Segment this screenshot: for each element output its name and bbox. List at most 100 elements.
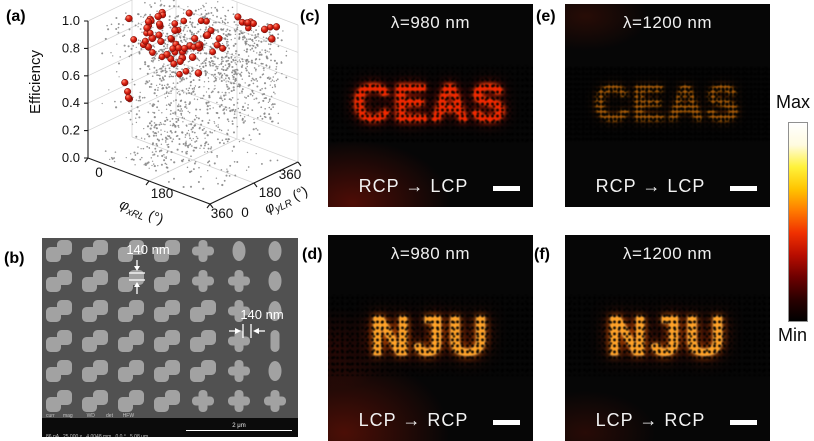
- nanostructure-x: [228, 360, 250, 382]
- panel-label-c: (c): [300, 8, 320, 25]
- nanostructure-s: [46, 330, 72, 352]
- nanostructure-s: [118, 360, 144, 382]
- nanostructure-s: [82, 240, 108, 262]
- hologram-word: CEAS: [565, 66, 770, 141]
- x-axis-title: φxRL (°): [116, 196, 166, 230]
- nanostructure-o: [268, 271, 282, 291]
- nanostructure-s: [46, 300, 72, 322]
- colorbar-min-label: Min: [778, 325, 808, 345]
- sem-annotation-1: 140 nm: [126, 242, 170, 294]
- svg-text:0: 0: [95, 165, 103, 180]
- sem-info-bar: curr mag WD det HFW 86 pA 25 000 x 4.004…: [42, 413, 298, 437]
- colorbar-max-label: Max: [776, 92, 811, 112]
- hologram-panel-d: λ=980 nm NJU LCP → RCP: [328, 235, 533, 441]
- sem-metadata: curr mag WD det HFW 86 pA 25 000 x 4.004…: [46, 413, 149, 437]
- arrow-down-icon: [134, 266, 140, 271]
- wavelength-label: λ=980 nm: [390, 13, 471, 32]
- sem-scale-bar: 2 μm: [186, 423, 292, 431]
- nanostructure-s: [46, 270, 72, 292]
- nanostructure-x: [192, 270, 214, 292]
- nanostructure-s: [154, 270, 180, 292]
- nanostructure-s: [82, 330, 108, 352]
- wavelength-label: λ=1200 nm: [622, 13, 713, 32]
- nanostructure-o: [232, 241, 246, 261]
- nanostructure-x: [264, 390, 286, 412]
- svg-text:0.6: 0.6: [62, 68, 80, 83]
- svg-text:0.8: 0.8: [62, 40, 80, 55]
- scale-bar: [730, 420, 757, 425]
- nanostructure-s: [190, 330, 216, 352]
- nanostructure-i: [270, 330, 280, 352]
- nanostructure-s: [154, 300, 180, 322]
- nanostructure-s: [154, 330, 180, 352]
- nanostructure-s: [118, 300, 144, 322]
- nanostructure-s: [82, 360, 108, 382]
- svg-text:0.2: 0.2: [62, 123, 80, 138]
- scatter-gray-points: [101, 0, 288, 190]
- nanostructure-x: [228, 390, 250, 412]
- colorbar-gradient: [788, 122, 808, 322]
- y-axis-title: φyLR (°): [262, 183, 311, 220]
- hologram-panel-c: λ=980 nm CEAS RCP → LCP: [328, 4, 533, 207]
- svg-text:360: 360: [211, 206, 234, 221]
- nanostructure-s: [154, 390, 180, 412]
- hologram-word: NJU: [565, 294, 770, 376]
- panel-label-d: (d): [302, 246, 323, 263]
- nanostructure-s: [118, 330, 144, 352]
- svg-text:180: 180: [259, 185, 282, 200]
- panel-label-a: (a): [6, 8, 26, 25]
- scale-bar: [493, 420, 520, 425]
- sem-scale-line: [186, 430, 292, 431]
- nanostructure-s: [190, 300, 216, 322]
- scatter-red-spheres: [121, 8, 281, 103]
- nanostructure-x: [228, 300, 250, 322]
- plot-axes: [84, 20, 302, 209]
- nanostructure-o: [268, 361, 282, 381]
- z-axis-tick-labels: 0.0 0.2 0.4 0.6 0.8 1.0: [62, 13, 80, 165]
- panel-label-e: (e): [536, 8, 556, 25]
- polarization-label: LCP → RCP: [358, 410, 469, 430]
- nanostructure-s: [82, 300, 108, 322]
- nanostructure-o: [268, 241, 282, 261]
- arrow-left-icon: [253, 328, 259, 334]
- nanostructure-s: [46, 390, 72, 412]
- nanostructure-x: [228, 330, 250, 352]
- nanostructure-s: [154, 360, 180, 382]
- svg-text:0.0: 0.0: [62, 150, 80, 165]
- panel-label-f: (f): [534, 246, 550, 263]
- nanostructure-x: [228, 270, 250, 292]
- nanostructure-s: [46, 240, 72, 262]
- nanostructure-s: [82, 270, 108, 292]
- gap-dimension-label-1: 140 nm: [126, 242, 169, 257]
- hologram-word: CEAS: [328, 64, 533, 142]
- svg-text:1.0: 1.0: [62, 13, 80, 28]
- hologram-panel-f: λ=1200 nm NJU LCP → RCP: [565, 235, 770, 441]
- polarization-label: RCP → LCP: [595, 176, 706, 196]
- sem-scale-label: 2 μm: [232, 423, 246, 429]
- nanostructure-o: [268, 301, 282, 321]
- sem-annotation-2: 140 nm: [229, 307, 284, 338]
- svg-text:360: 360: [279, 167, 302, 182]
- arrow-up-icon: [134, 282, 140, 287]
- y-axis-tick-labels: 0 180 360: [241, 167, 301, 220]
- nanostructure-array: [46, 240, 286, 412]
- svg-text:180: 180: [151, 186, 174, 201]
- wavelength-label: λ=1200 nm: [622, 244, 713, 263]
- svg-text:0: 0: [241, 205, 249, 220]
- sem-micrograph: 140 nm 140 nm curr mag WD det: [42, 238, 298, 437]
- scale-bar: [730, 186, 757, 191]
- gap-dimension-label-2: 140 nm: [240, 307, 283, 322]
- efficiency-3d-scatter-plot: 0.0 0.2 0.4 0.6 0.8 1.0 0 180 360 0 180 …: [27, 0, 311, 230]
- hologram-panel-e: λ=1200 nm CEAS RCP → LCP: [565, 4, 770, 207]
- x-axis-tick-labels: 0 180 360: [95, 165, 233, 221]
- nanostructure-s: [118, 390, 144, 412]
- wavelength-label: λ=980 nm: [390, 244, 471, 263]
- nanostructure-s: [154, 240, 180, 262]
- nanostructure-s: [82, 390, 108, 412]
- arrow-right-icon: [235, 328, 241, 334]
- sem-nanostructures: 140 nm 140 nm: [42, 238, 298, 418]
- nanostructure-x: [192, 240, 214, 262]
- nanostructure-s: [118, 270, 144, 292]
- polarization-label: LCP → RCP: [595, 410, 706, 430]
